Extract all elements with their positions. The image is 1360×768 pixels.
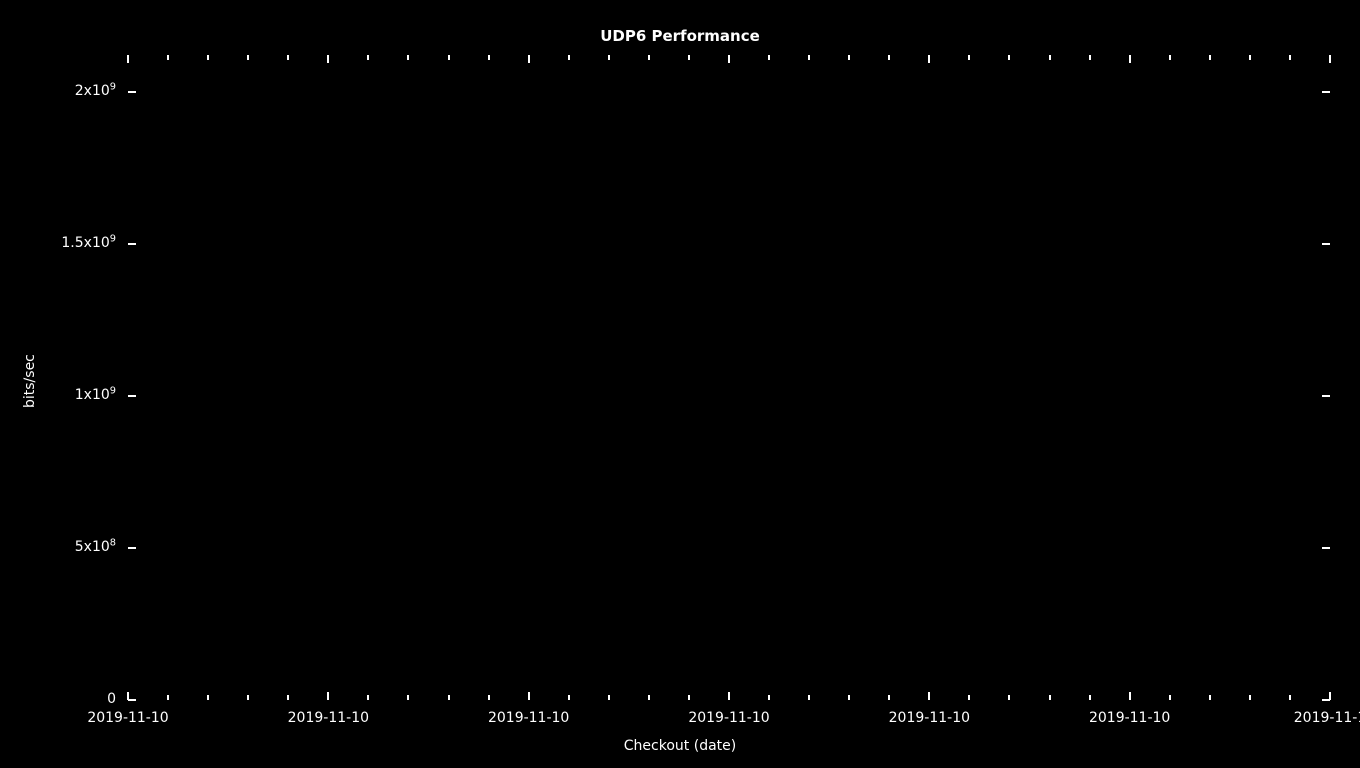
xtick-minor	[488, 695, 490, 700]
xtick-mark	[728, 692, 730, 700]
xtick-minor	[768, 55, 770, 60]
ytick-mark	[1322, 395, 1330, 397]
xtick-minor	[448, 55, 450, 60]
xtick-minor	[848, 55, 850, 60]
xtick-mark	[1329, 692, 1331, 700]
ytick-mark	[128, 395, 136, 397]
xtick-mark	[327, 55, 329, 63]
xtick-minor	[888, 55, 890, 60]
xtick-minor	[167, 695, 169, 700]
xtick-minor	[688, 55, 690, 60]
xtick-minor	[968, 695, 970, 700]
data-marker	[517, 61, 524, 85]
data-marker	[677, 58, 684, 91]
data-marker	[1322, 55, 1329, 85]
xtick-minor	[608, 695, 610, 700]
xtick-minor	[407, 55, 409, 60]
y-axis-label: bits/sec	[22, 354, 38, 408]
xtick-minor	[808, 55, 810, 60]
xtick-mark	[327, 692, 329, 700]
xtick-minor	[1249, 55, 1251, 60]
xtick-minor	[207, 695, 209, 700]
xtick-minor	[1169, 55, 1171, 60]
ytick-mark	[1322, 243, 1330, 245]
xtick-minor	[648, 55, 650, 60]
xtick-minor	[367, 55, 369, 60]
xtick-minor	[367, 695, 369, 700]
xtick-minor	[1008, 55, 1010, 60]
xtick-label: 2019-11-10	[889, 710, 970, 726]
data-marker	[597, 58, 604, 95]
xtick-mark	[1129, 55, 1131, 63]
xtick-minor	[1169, 695, 1171, 700]
xtick-minor	[968, 55, 970, 60]
ytick-label: 2x109	[75, 83, 116, 99]
xtick-mark	[127, 692, 129, 700]
xtick-mark	[1129, 692, 1131, 700]
xtick-minor	[568, 695, 570, 700]
xtick-minor	[1049, 55, 1051, 60]
data-marker	[1322, 88, 1329, 97]
xtick-minor	[407, 695, 409, 700]
xtick-label: 2019-11-10	[1089, 710, 1170, 726]
xtick-mark	[528, 692, 530, 700]
data-marker	[677, 92, 684, 101]
ytick-mark	[128, 547, 136, 549]
plot-area	[128, 55, 1330, 700]
xtick-minor	[648, 695, 650, 700]
xtick-label: 2019-11-1	[1294, 710, 1360, 726]
xtick-minor	[688, 695, 690, 700]
chart-title: UDP6 Performance	[0, 27, 1360, 45]
xtick-minor	[808, 695, 810, 700]
xtick-mark	[928, 55, 930, 63]
ytick-label: 5x108	[75, 539, 116, 555]
xtick-minor	[1089, 695, 1091, 700]
xtick-mark	[928, 692, 930, 700]
xtick-label: 2019-11-10	[288, 710, 369, 726]
xtick-minor	[568, 55, 570, 60]
xtick-minor	[287, 55, 289, 60]
ytick-mark	[128, 699, 136, 701]
xtick-minor	[1249, 695, 1251, 700]
data-marker	[986, 58, 993, 85]
xtick-minor	[848, 695, 850, 700]
xtick-minor	[1289, 55, 1291, 60]
xtick-label: 2019-11-10	[488, 710, 569, 726]
xtick-mark	[528, 55, 530, 63]
xtick-minor	[768, 695, 770, 700]
xtick-minor	[247, 55, 249, 60]
xtick-minor	[1209, 55, 1211, 60]
xtick-minor	[488, 55, 490, 60]
xtick-label: 2019-11-10	[688, 710, 769, 726]
xtick-minor	[608, 55, 610, 60]
data-marker	[333, 58, 340, 76]
xtick-minor	[1008, 695, 1010, 700]
xtick-minor	[1089, 55, 1091, 60]
ytick-label: 0	[107, 691, 116, 707]
xtick-minor	[1289, 695, 1291, 700]
xtick-label: 2019-11-10	[87, 710, 168, 726]
ytick-label: 1x109	[75, 387, 116, 403]
xtick-minor	[247, 695, 249, 700]
xtick-minor	[287, 695, 289, 700]
xtick-minor	[207, 55, 209, 60]
xtick-mark	[728, 55, 730, 63]
data-marker	[597, 95, 604, 101]
data-marker	[553, 61, 560, 85]
ytick-mark	[1322, 547, 1330, 549]
ytick-mark	[128, 243, 136, 245]
xtick-minor	[1209, 695, 1211, 700]
ytick-label: 1.5x109	[61, 235, 116, 251]
xtick-minor	[888, 695, 890, 700]
xtick-minor	[167, 55, 169, 60]
xtick-minor	[1049, 695, 1051, 700]
data-marker	[125, 61, 132, 91]
x-axis-label: Checkout (date)	[0, 738, 1360, 754]
udp6-performance-chart: UDP6 Performance bits/sec Checkout (date…	[0, 0, 1360, 768]
xtick-minor	[448, 695, 450, 700]
